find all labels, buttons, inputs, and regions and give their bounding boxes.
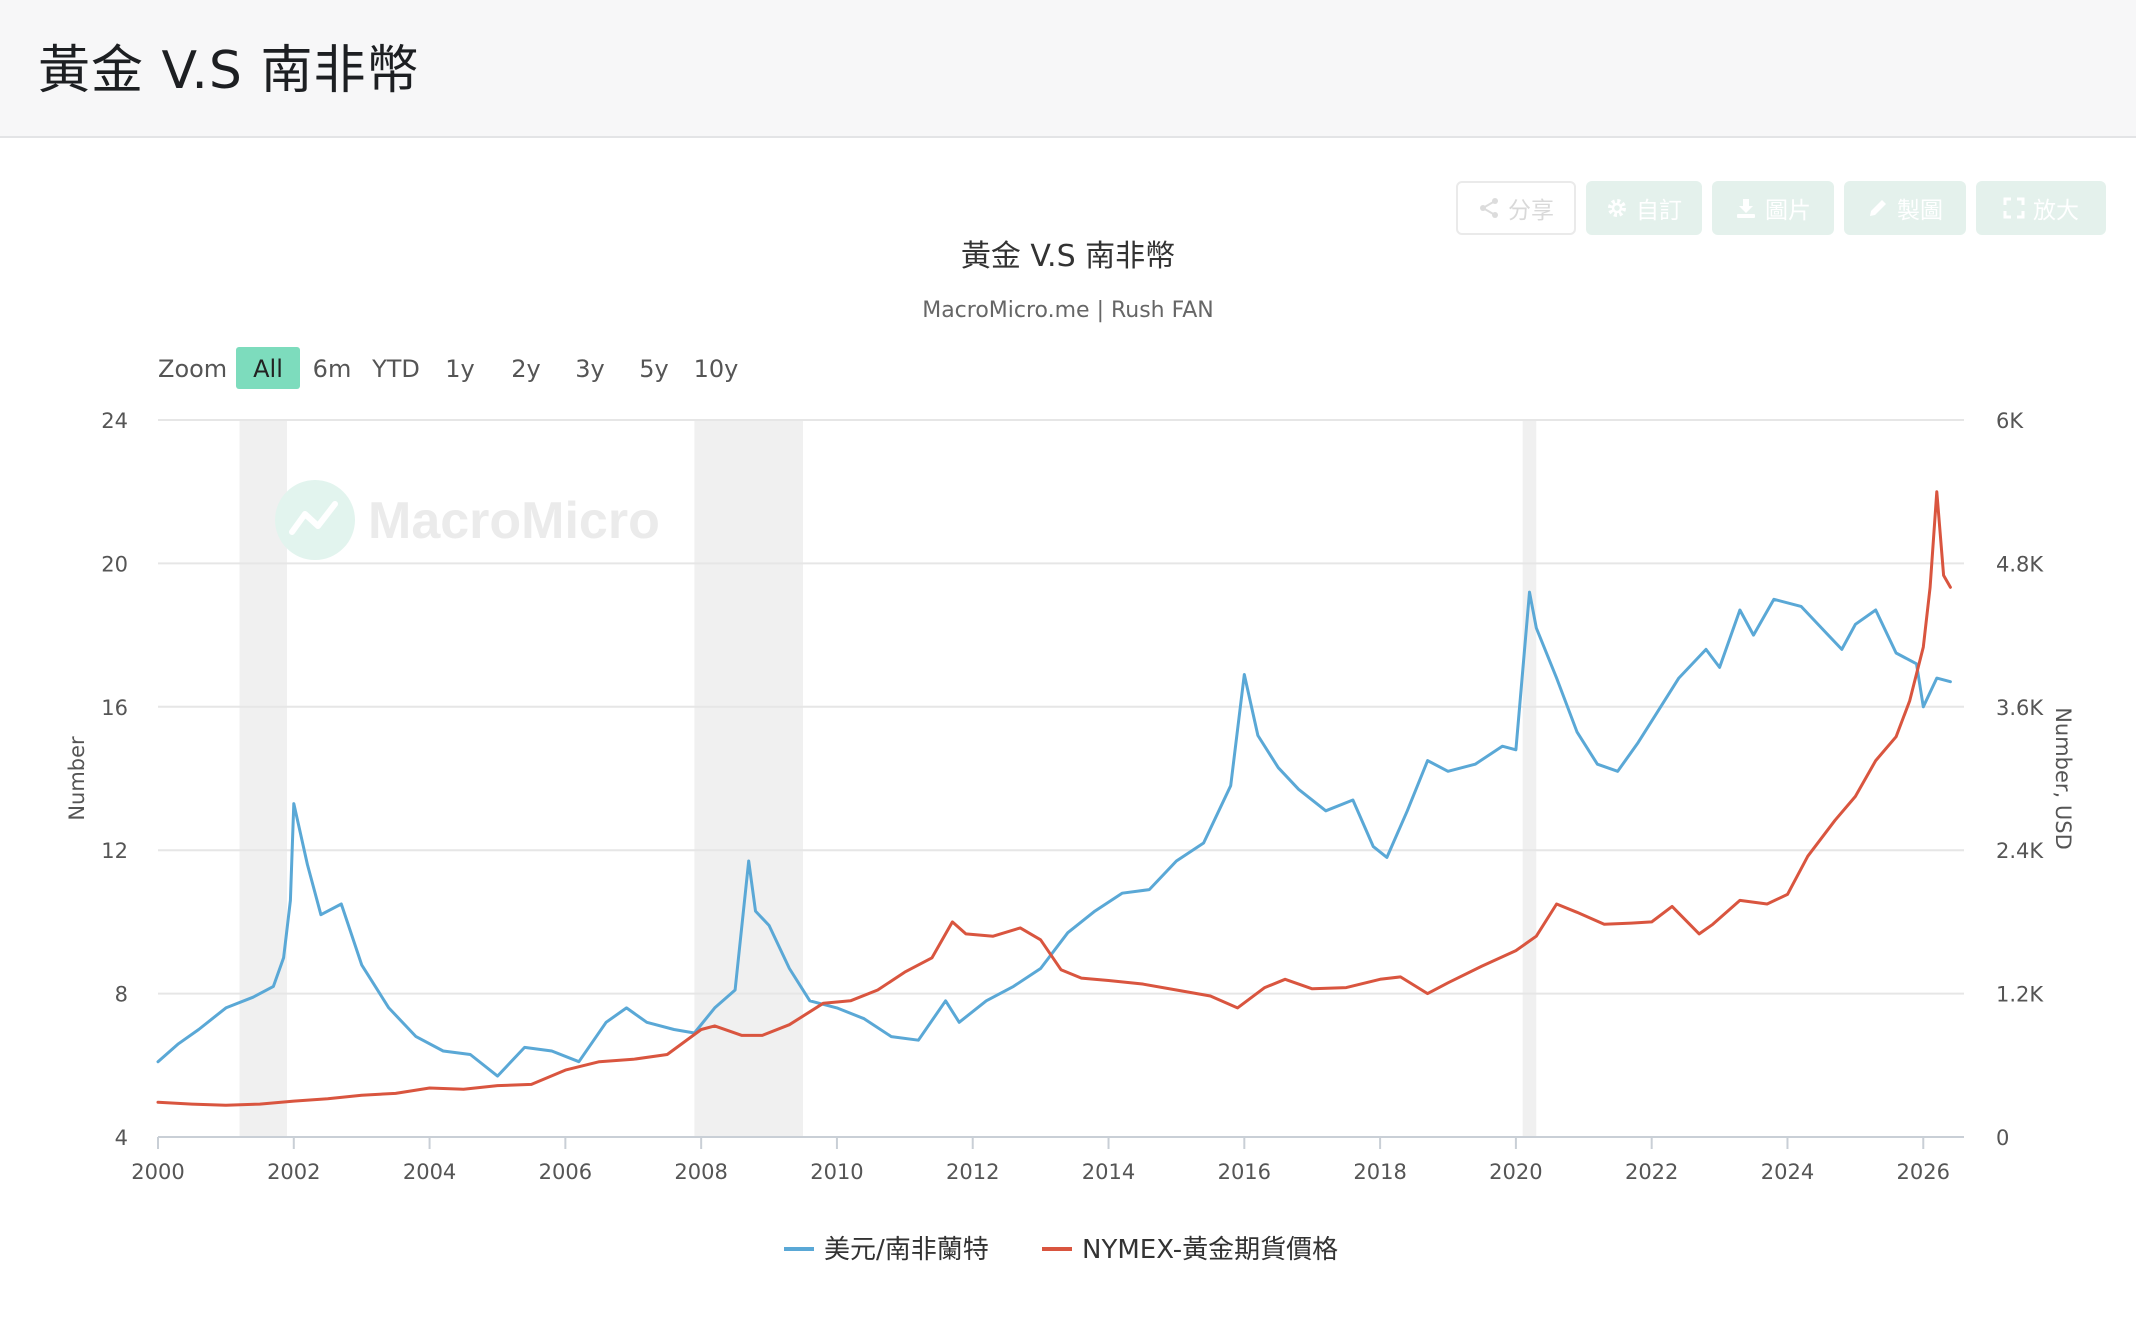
customize-label: 自訂: [1636, 198, 1682, 224]
x-tick-label: 2022: [1625, 1160, 1678, 1184]
y-left-tick-label: 16: [101, 696, 128, 720]
shaded-period: [239, 420, 287, 1137]
x-tick-label: 2002: [267, 1160, 320, 1184]
legend-label: 美元/南非蘭特: [824, 1235, 989, 1265]
share-label: 分享: [1508, 198, 1554, 224]
y-right-tick-label: 1.2K: [1996, 983, 2044, 1007]
y-right-tick-label: 6K: [1996, 409, 2024, 433]
share-button[interactable]: 分享: [1456, 181, 1576, 235]
zoom-option-5y[interactable]: 5y: [639, 355, 668, 383]
legend: 美元/南非蘭特 NYMEX-黃金期貨價格: [784, 1235, 1338, 1265]
x-tick-label: 2004: [403, 1160, 456, 1184]
chart-title: 黃金 V.S 南非幣: [961, 239, 1175, 274]
zoom-option-6m[interactable]: 6m: [313, 355, 352, 383]
zoom-option-label: 2y: [511, 355, 540, 383]
customize-button[interactable]: 自訂: [1586, 181, 1702, 235]
x-tick-label: 2026: [1897, 1160, 1950, 1184]
pencil-icon: [1870, 200, 1886, 216]
x-tick-label: 2018: [1353, 1160, 1406, 1184]
y-left-tick-label: 8: [115, 983, 128, 1007]
draw-label: 製圖: [1897, 198, 1943, 224]
download-icon: [1737, 199, 1755, 218]
zoom-option-2y[interactable]: 2y: [511, 355, 540, 383]
page-title: 黃金 V.S 南非幣: [38, 41, 420, 101]
y-right-tick-label: 0: [1996, 1126, 2009, 1150]
zoom-option-label: 6m: [313, 355, 352, 383]
watermark: MacroMicro: [275, 480, 660, 560]
x-tick-label: 2012: [946, 1160, 999, 1184]
shaded-period: [1522, 420, 1537, 1137]
zoom-option-3y[interactable]: 3y: [575, 355, 604, 383]
x-tick-label: 2008: [674, 1160, 727, 1184]
chart-svg: MacroMicro 黃金 V.S 南非幣 MacroMicro.me | Ru…: [65, 239, 2075, 1265]
gold-futures-series-line[interactable]: [156, 490, 1952, 1107]
share-icon: [1480, 198, 1498, 218]
zoom-option-all[interactable]: All: [236, 347, 300, 389]
y-right-tick-label: 3.6K: [1996, 696, 2044, 720]
x-tick-label: 2014: [1082, 1160, 1135, 1184]
legend-label: NYMEX-黃金期貨價格: [1082, 1235, 1338, 1265]
shaded-period: [694, 420, 803, 1137]
expand-button[interactable]: 放大: [1976, 181, 2106, 235]
usd-zar-series-line[interactable]: [156, 590, 1952, 1078]
watermark-text: MacroMicro: [368, 492, 660, 550]
zoom-option-label: 1y: [445, 355, 474, 383]
x-tick-label: 2016: [1218, 1160, 1271, 1184]
draw-button[interactable]: 製圖: [1844, 181, 1966, 235]
gear-icon: [1608, 199, 1626, 217]
x-tick-label: 2010: [810, 1160, 863, 1184]
legend-item-usd-zar[interactable]: 美元/南非蘭特: [784, 1235, 989, 1265]
zoom-option-label: 10y: [694, 355, 739, 383]
x-tick-label: 2020: [1489, 1160, 1542, 1184]
chart-subtitle: MacroMicro.me | Rush FAN: [922, 298, 1214, 323]
x-tick-label: 2006: [539, 1160, 592, 1184]
expand-label: 放大: [2033, 198, 2079, 224]
chart-toolbar: 分享 自訂 圖片 製圖 放大: [1456, 181, 2106, 235]
image-label: 圖片: [1765, 198, 1811, 224]
zoom-option-label: All: [253, 355, 283, 383]
expand-icon: [2003, 197, 2025, 219]
legend-item-gold[interactable]: NYMEX-黃金期貨價格: [1042, 1235, 1338, 1265]
zoom-option-label: 5y: [639, 355, 668, 383]
image-download-button[interactable]: 圖片: [1712, 181, 1834, 235]
x-tick-label: 2000: [131, 1160, 184, 1184]
zoom-label: Zoom: [158, 355, 227, 383]
y-left-axis-title: Number: [65, 736, 89, 821]
zoom-option-ytd[interactable]: YTD: [371, 355, 420, 383]
zoom-option-10y[interactable]: 10y: [694, 355, 739, 383]
chart-container: MacroMicro 黃金 V.S 南非幣 MacroMicro.me | Ru…: [0, 230, 2136, 1280]
zoom-option-label: YTD: [371, 355, 420, 383]
y-left-tick-label: 4: [115, 1126, 128, 1150]
x-tick-label: 2024: [1761, 1160, 1814, 1184]
zoom-option-label: 3y: [575, 355, 604, 383]
y-left-tick-label: 20: [101, 552, 128, 576]
y-right-tick-label: 4.8K: [1996, 552, 2044, 576]
zoom-active-background: [236, 347, 300, 389]
y-right-tick-label: 2.4K: [1996, 839, 2044, 863]
zoom-option-1y[interactable]: 1y: [445, 355, 474, 383]
zoom-selector: Zoom All 6m YTD 1y 2y 3y 5y 10y: [158, 347, 738, 389]
y-right-axis-title: Number, USD: [2051, 707, 2075, 850]
y-left-tick-label: 12: [101, 839, 128, 863]
page-header: 黃金 V.S 南非幣: [0, 0, 2136, 138]
y-left-tick-label: 24: [101, 409, 128, 433]
